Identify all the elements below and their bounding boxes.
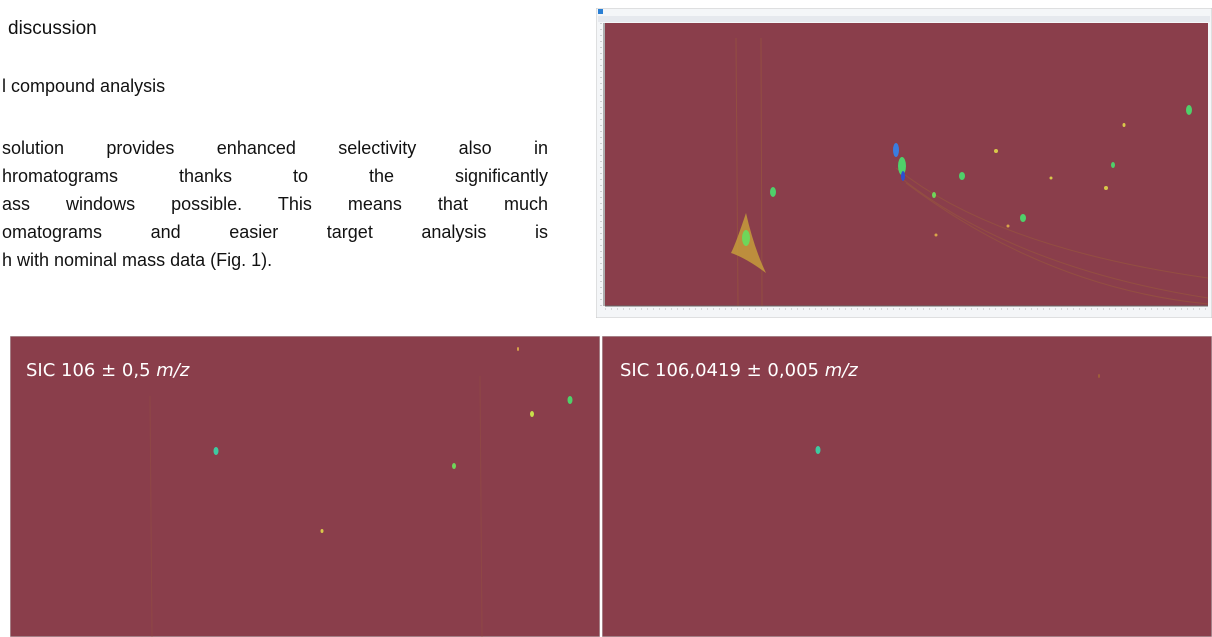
page: discussion l compound analysis solution …: [0, 0, 1212, 637]
label-unit: m/z: [825, 360, 859, 381]
sic-nominal-panel: SIC 106 ± 0,5 m/z: [10, 336, 600, 637]
paragraph: solution provides enhanced selectivity a…: [2, 134, 548, 274]
sic-accurate-panel: SIC 106,0419 ± 0,005 m/z: [602, 336, 1212, 637]
subsection-heading: l compound analysis: [2, 76, 165, 97]
paragraph-line: solution provides enhanced selectivity a…: [2, 134, 548, 162]
paragraph-line: ass windows possible. This means that mu…: [2, 190, 548, 218]
label-text: SIC 106,0419 ± 0,005: [620, 360, 825, 381]
panel-label: SIC 106,0419 ± 0,005 m/z: [620, 360, 858, 381]
chromatogram-screenshot: [596, 8, 1212, 318]
paragraph-line: omatograms and easier target analysis is: [2, 218, 548, 246]
section-heading: discussion: [8, 18, 97, 40]
label-text: SIC 106 ± 0,5: [26, 360, 156, 381]
paragraph-line: hromatograms thanks to the significantly: [2, 162, 548, 190]
panel-label: SIC 106 ± 0,5 m/z: [26, 360, 190, 381]
label-unit: m/z: [156, 360, 190, 381]
paragraph-line: h with nominal mass data (Fig. 1).: [2, 246, 548, 274]
